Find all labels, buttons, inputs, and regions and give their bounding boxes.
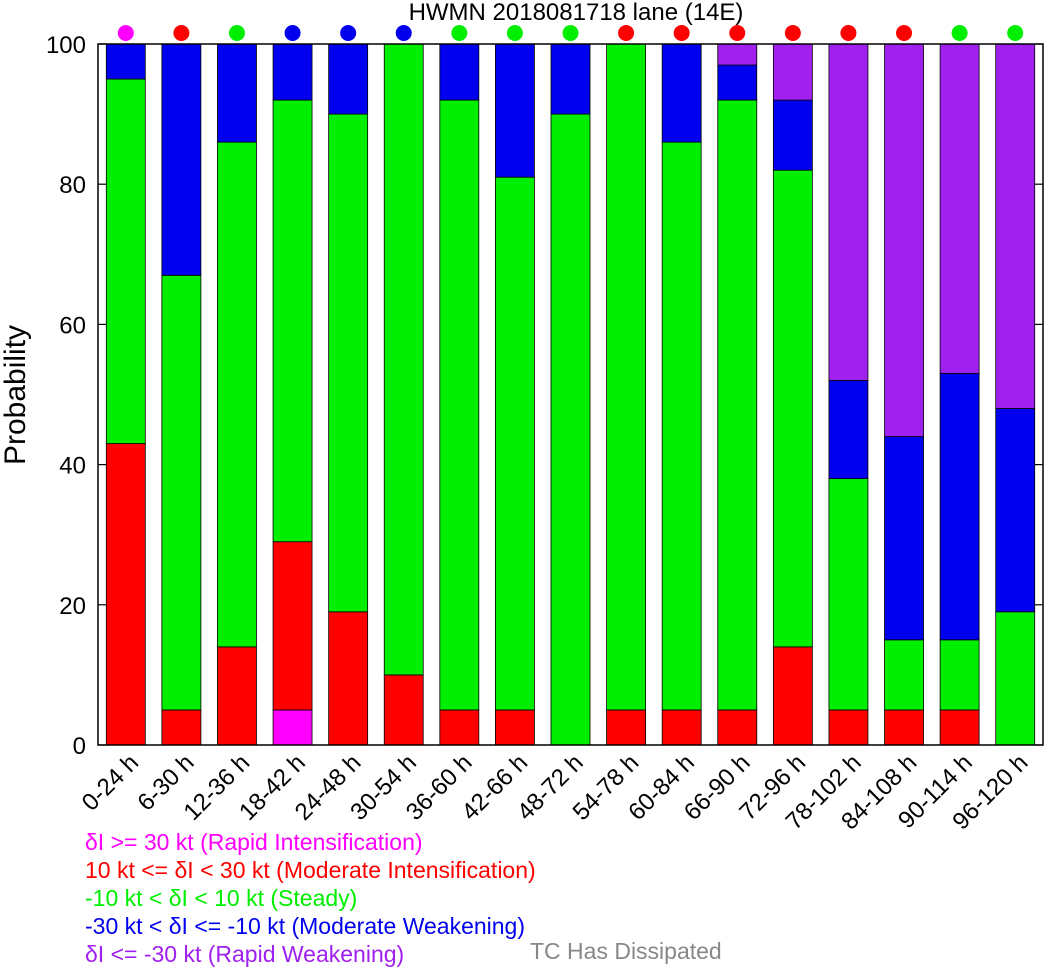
legend-entry-rapid-weakening: δI <= -30 kt (Rapid Weakening)	[85, 941, 405, 967]
bar-segment-13-4	[828, 43, 869, 381]
x-tick-labels: 0-24 h6-30 h12-36 h18-42 h24-48 h30-54 h…	[77, 749, 1034, 835]
bar-segment-11-3	[717, 64, 758, 101]
top-marker-dot-12	[784, 25, 801, 41]
legend: δI >= 30 kt (Rapid Intensification) 10 k…	[85, 828, 536, 968]
bar-segment-12-2	[772, 169, 813, 648]
top-marker-dot-4	[340, 25, 357, 41]
bar-segment-6-1	[439, 709, 480, 746]
top-marker-dot-10	[673, 25, 690, 41]
legend-entry-moderate-weakening: -30 kt < δI <= -10 kt (Moderate Weakenin…	[85, 913, 526, 939]
bar-segment-3-1	[272, 541, 313, 711]
bar-segment-8-2	[550, 113, 591, 746]
bar-segment-4-2	[328, 113, 369, 613]
top-markers	[117, 25, 1024, 41]
bar-segment-10-1	[661, 709, 702, 746]
top-marker-dot-5	[395, 25, 412, 41]
top-marker-dot-6	[451, 25, 468, 41]
top-marker-dot-15	[951, 25, 968, 41]
bar-segment-15-3	[939, 373, 980, 641]
bar-segment-2-2	[217, 141, 257, 648]
bar-segment-0-1	[105, 443, 146, 746]
legend-entry-steady: -10 kt < δI < 10 kt (Steady)	[85, 885, 358, 911]
top-marker-dot-1	[173, 25, 190, 41]
bar-segment-7-1	[495, 709, 535, 746]
bar-segment-14-3	[884, 436, 924, 641]
top-marker-dot-7	[506, 25, 523, 41]
y-tick-label: 40	[59, 453, 86, 480]
bar-segment-1-3	[161, 43, 202, 276]
bar-segment-3-0	[272, 709, 313, 746]
y-tick-label: 100	[46, 32, 86, 59]
bar-segment-14-2	[884, 639, 924, 711]
bar-segment-12-4	[772, 43, 813, 101]
top-marker-dot-9	[618, 25, 635, 41]
y-tick-label: 80	[59, 172, 86, 199]
bar-segment-9-2	[606, 43, 646, 711]
bar-segment-1-1	[161, 709, 202, 746]
top-marker-dot-8	[562, 25, 579, 41]
bar-segment-11-4	[717, 43, 758, 66]
bar-segment-1-2	[161, 274, 202, 711]
bar-segment-0-3	[105, 43, 146, 80]
top-marker-dot-11	[729, 25, 746, 41]
bar-segment-6-2	[439, 99, 480, 711]
bar-segment-11-1	[717, 709, 758, 746]
bar-segment-13-3	[828, 380, 869, 480]
bar-segment-5-1	[383, 674, 424, 746]
bar-segment-4-3	[328, 43, 369, 115]
bar-segment-14-1	[884, 709, 924, 746]
bar-segment-15-1	[939, 709, 980, 746]
top-marker-dot-14	[896, 25, 913, 41]
legend-entry-dissipated: TC Has Dissipated	[530, 938, 722, 964]
bar-segment-16-2	[995, 611, 1036, 746]
bar-segment-3-3	[272, 43, 313, 101]
bar-segment-5-2	[383, 43, 424, 676]
bar-segment-12-1	[772, 646, 813, 746]
x-tick-label: 0-24 h	[77, 749, 144, 816]
bar-segment-16-4	[995, 43, 1036, 409]
bar-segment-10-2	[661, 141, 702, 711]
bar-segment-14-4	[884, 43, 924, 437]
bar-segment-6-3	[439, 43, 480, 101]
bar-segment-15-2	[939, 639, 980, 711]
bar-segment-3-2	[272, 99, 313, 543]
legend-entry-rapid-intensification: δI >= 30 kt (Rapid Intensification)	[85, 829, 423, 855]
top-marker-dot-0	[117, 25, 134, 41]
bar-segment-15-4	[939, 43, 980, 374]
bar-segment-2-3	[217, 43, 257, 143]
bars	[105, 43, 1036, 746]
y-tick-labels: 0 20 40 60 80 100	[46, 32, 86, 760]
chart-title: HWMN 2018081718 lane (14E)	[409, 0, 744, 26]
bar-segment-11-2	[717, 99, 758, 711]
bar-segment-7-3	[495, 43, 535, 178]
bar-segment-13-2	[828, 478, 869, 711]
bar-segment-2-1	[217, 646, 257, 746]
top-marker-dot-16	[1007, 25, 1024, 41]
top-marker-dot-3	[284, 25, 301, 41]
bar-segment-13-1	[828, 709, 869, 746]
bar-segment-0-2	[105, 78, 146, 444]
bar-segment-10-3	[661, 43, 702, 143]
bar-segment-12-3	[772, 99, 813, 171]
bar-segment-4-1	[328, 611, 369, 746]
y-tick-label: 0	[73, 733, 86, 760]
top-marker-dot-13	[840, 25, 857, 41]
top-marker-dot-2	[228, 25, 245, 41]
y-tick-label: 20	[59, 593, 86, 620]
bar-segment-9-1	[606, 709, 646, 746]
legend-entry-moderate-intensification: 10 kt <= δI < 30 kt (Moderate Intensific…	[85, 857, 536, 883]
bar-segment-7-2	[495, 176, 535, 711]
y-axis-label: Probability	[0, 325, 32, 465]
y-tick-label: 60	[59, 312, 86, 339]
bar-segment-8-3	[550, 43, 591, 115]
bar-segment-16-3	[995, 408, 1036, 613]
plot-frame	[97, 43, 1044, 746]
